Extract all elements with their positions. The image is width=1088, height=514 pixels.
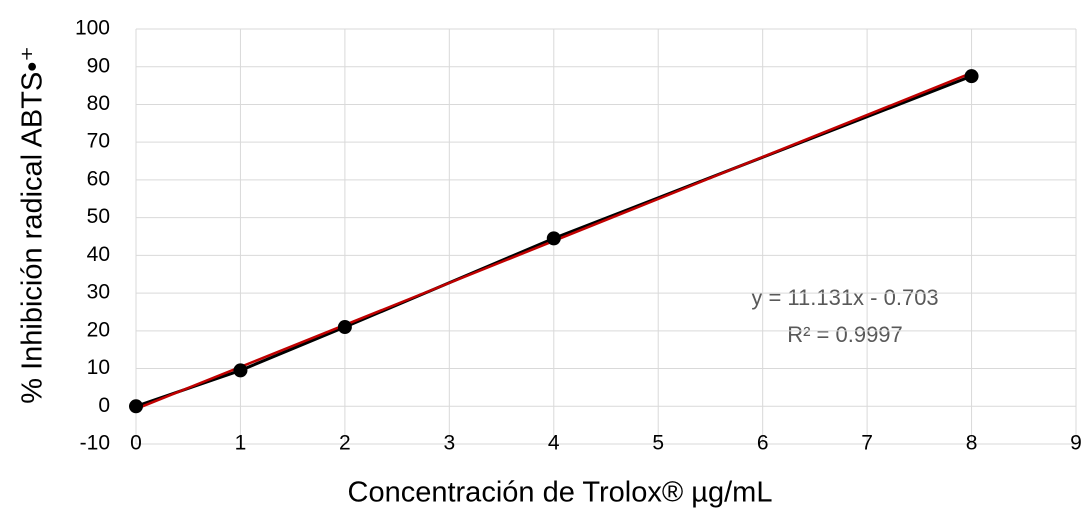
x-tick-label: 8 bbox=[966, 432, 978, 455]
y-tick-label: 0 bbox=[98, 394, 110, 417]
y-tick-label: 80 bbox=[87, 92, 110, 115]
data-point bbox=[233, 363, 248, 378]
x-tick-label: 4 bbox=[548, 432, 560, 455]
y-tick-label: 50 bbox=[87, 205, 110, 228]
data-point bbox=[964, 69, 979, 84]
x-tick-label: 0 bbox=[130, 432, 142, 455]
x-tick-label: 1 bbox=[235, 432, 247, 455]
y-tick-label: 20 bbox=[87, 318, 110, 341]
y-tick-label: -10 bbox=[80, 432, 110, 455]
y-tick-label: 60 bbox=[87, 167, 110, 190]
x-tick-label: 5 bbox=[652, 432, 664, 455]
y-axis-label: % Inhibición radical ABTS•⁺ bbox=[17, 46, 49, 404]
data-point bbox=[337, 320, 352, 335]
y-tick-label: 10 bbox=[87, 356, 110, 379]
x-tick-label: 3 bbox=[443, 432, 455, 455]
x-axis-label: Concentración de Trolox® µg/mL bbox=[348, 477, 773, 509]
trendline-equation: y = 11.131x - 0.703 bbox=[751, 285, 938, 310]
y-tick-label: 40 bbox=[87, 243, 110, 266]
x-tick-label: 9 bbox=[1070, 432, 1082, 455]
x-tick-label: 6 bbox=[757, 432, 769, 455]
data-point bbox=[129, 399, 143, 414]
y-tick-label: 90 bbox=[87, 54, 110, 77]
y-tick-label: 70 bbox=[87, 130, 110, 153]
data-point bbox=[546, 231, 561, 246]
r-squared: R² = 0.9997 bbox=[787, 322, 903, 347]
y-tick-label: 30 bbox=[87, 281, 110, 304]
x-tick-label: 2 bbox=[339, 432, 351, 455]
y-tick-label: 100 bbox=[75, 17, 110, 40]
x-tick-label: 7 bbox=[861, 432, 873, 455]
